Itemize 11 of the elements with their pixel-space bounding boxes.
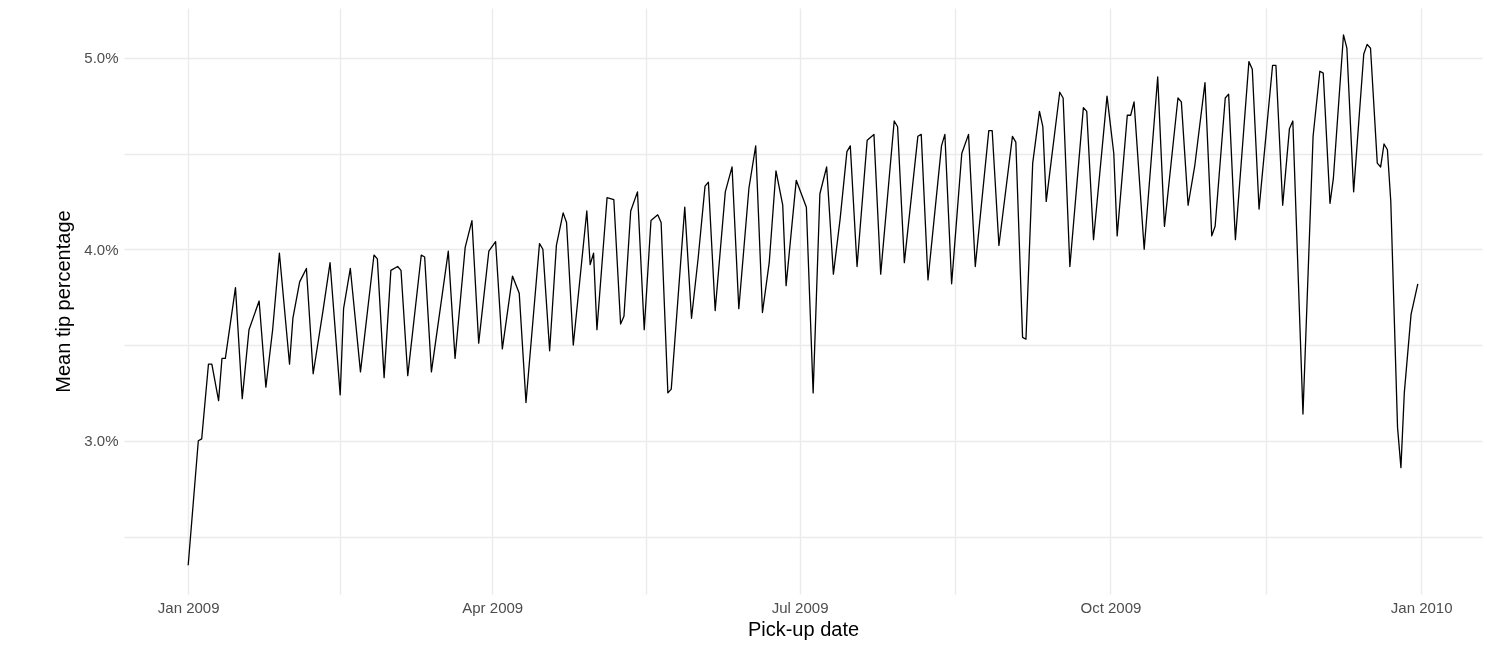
y-tick-label: 3.0% <box>84 432 119 450</box>
x-tick-label: Oct 2009 <box>1080 598 1142 616</box>
x-tick-label: Jan 2009 <box>157 598 220 616</box>
y-tick-label: 5.0% <box>84 49 119 67</box>
line-series <box>187 34 1419 566</box>
x-tick-label: Apr 2009 <box>462 598 524 616</box>
x-tick-label: Jul 2009 <box>771 598 829 616</box>
y-axis-title: Mean tip percentage <box>52 210 75 393</box>
y-tick-label: 4.0% <box>84 240 119 258</box>
x-axis-title: Pick-up date <box>747 617 860 640</box>
x-tick-label: Jan 2010 <box>1390 598 1453 616</box>
